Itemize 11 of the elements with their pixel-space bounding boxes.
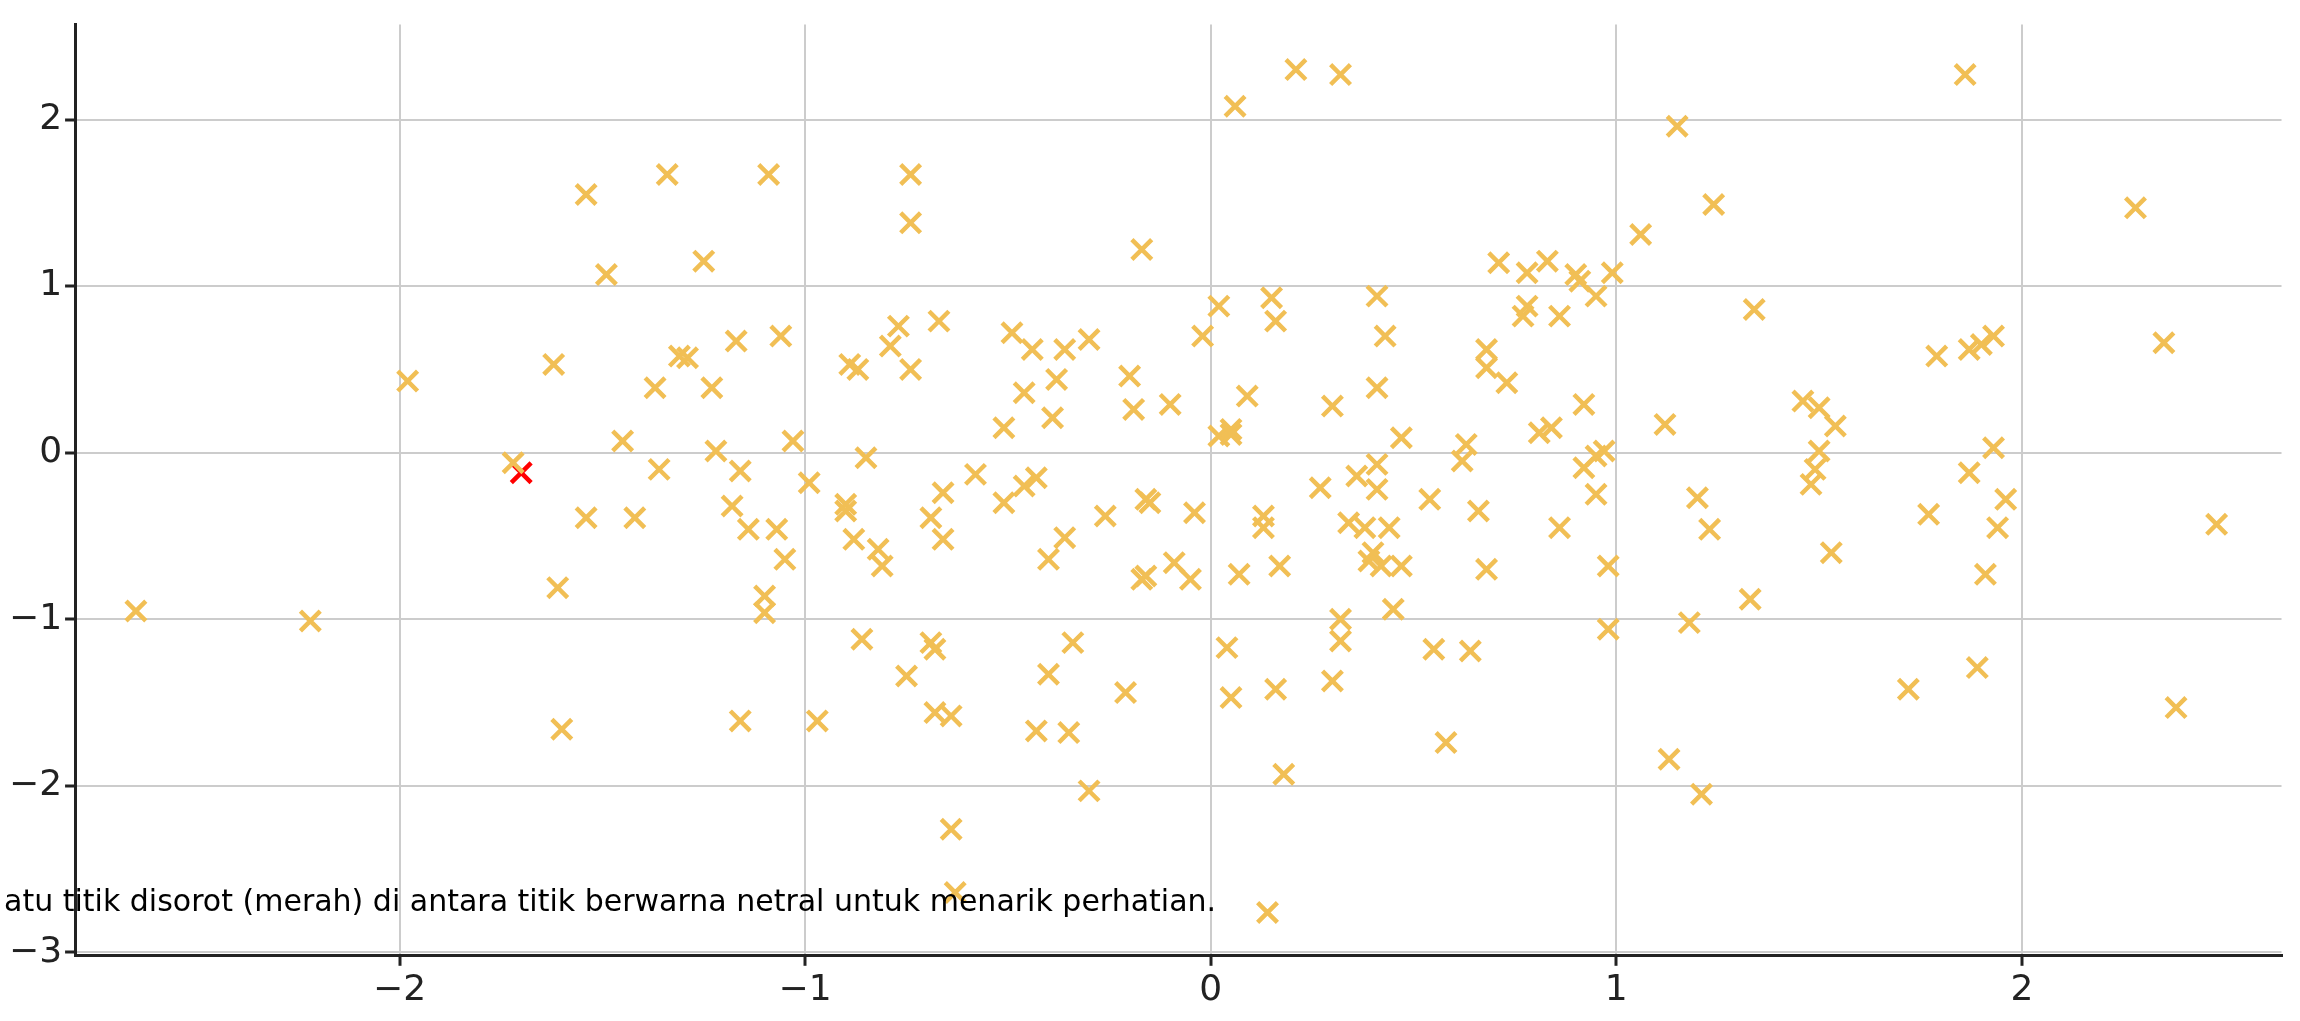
x-tick-label: 0 — [1199, 966, 1223, 1008]
x-tick-label: −1 — [778, 966, 832, 1008]
x-tick-label: 2 — [2010, 966, 2034, 1008]
y-tick-label: 0 — [39, 429, 63, 471]
y-tick-label: 2 — [39, 95, 63, 137]
y-tick-label: 1 — [39, 262, 63, 304]
y-tick-label: −2 — [8, 762, 63, 804]
y-tick-label: −1 — [8, 595, 63, 637]
x-tick-label: 1 — [1604, 966, 1628, 1008]
y-tick-label: −3 — [8, 928, 63, 970]
x-tick-label: −2 — [373, 966, 427, 1008]
